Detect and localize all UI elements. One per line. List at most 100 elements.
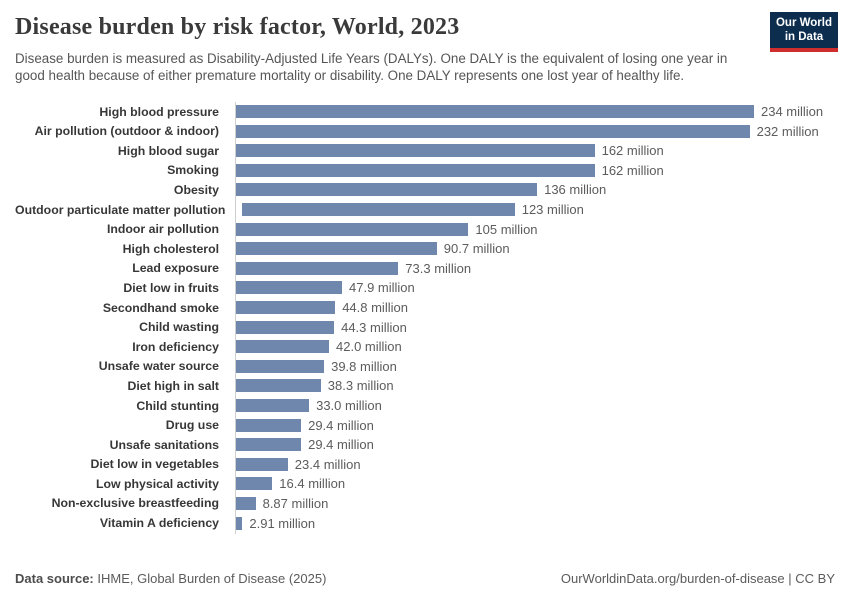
category-label[interactable]: Child wasting [139, 320, 219, 335]
chart-header: Disease burden by risk factor, World, 20… [0, 0, 850, 85]
bar-track: 162 million [236, 162, 835, 178]
category-label[interactable]: Diet low in fruits [123, 280, 219, 295]
value-label: 44.3 million [341, 319, 407, 335]
bar-track: 73.3 million [236, 261, 835, 276]
bar-row: Diet low in fruits 47.9 million [15, 278, 835, 298]
category-label[interactable]: Unsafe water source [98, 359, 219, 374]
bar-track: 33.0 million [236, 398, 835, 414]
category-label[interactable]: Lead exposure [132, 261, 219, 276]
bar-track: 90.7 million [236, 241, 835, 257]
value-label: 33.0 million [316, 398, 382, 414]
bar-track: 232 million [236, 123, 835, 139]
bar-row: Diet low in vegetables 23.4 million [15, 455, 835, 475]
bar-row: Vitamin A deficiency 2.91 million [15, 513, 835, 533]
bar[interactable] [236, 301, 336, 315]
category-label[interactable]: Obesity [173, 182, 219, 197]
chart-subtitle: Disease burden is measured as Disability… [15, 51, 728, 84]
category-label[interactable]: Outdoor particulate matter pollution [15, 202, 226, 217]
category-label[interactable]: Iron deficiency [132, 339, 219, 354]
bar-track: 234 million [236, 104, 835, 119]
bar-rows: High blood pressure 234 million Air pollut… [15, 102, 835, 533]
chart-footer: Data source: IHME, Global Burden of Dise… [15, 571, 835, 586]
category-label[interactable]: High cholesterol [122, 241, 219, 256]
bar-track: 29.4 million [236, 437, 835, 452]
bar-track: 39.8 million [236, 358, 835, 374]
category-label[interactable]: Air pollution (outdoor & indoor) [34, 124, 219, 139]
category-label[interactable]: Vitamin A deficiency [99, 516, 219, 531]
value-label: 162 million [601, 162, 664, 178]
category-label[interactable]: Non-exclusive breastfeeding [51, 496, 219, 511]
license-label: CC BY [795, 571, 835, 586]
bar-row: Low physical activity 16.4 million [15, 474, 835, 494]
bar-track: 123 million [242, 202, 835, 217]
footer-separator: | [784, 571, 796, 586]
bar-row: Child stunting 33.0 million [15, 396, 835, 416]
bar-row: Unsafe sanitations 29.4 million [15, 435, 835, 455]
category-label[interactable]: Low physical activity [95, 476, 219, 491]
value-label: 162 million [601, 143, 664, 159]
bar[interactable] [236, 163, 595, 177]
category-label[interactable]: Secondhand smoke [102, 300, 219, 315]
bar-row: Air pollution (outdoor & indoor) 232 mill… [15, 121, 835, 141]
value-label: 29.4 million [308, 417, 374, 433]
bar-track: 47.9 million [236, 280, 835, 296]
bar-track: 42.0 million [236, 339, 835, 354]
y-axis-line [235, 101, 236, 534]
category-label[interactable]: Unsafe sanitations [109, 437, 219, 452]
value-label: 90.7 million [443, 241, 510, 257]
category-label[interactable]: Diet high in salt [127, 378, 219, 393]
category-label[interactable]: High blood pressure [99, 104, 219, 119]
data-source-value: IHME, Global Burden of Disease (2025) [93, 571, 327, 586]
bar-track: 44.8 million [236, 300, 835, 315]
bar[interactable] [236, 144, 595, 158]
bar-row: Indoor air pollution 105 million [15, 219, 835, 239]
bar[interactable] [236, 399, 310, 413]
category-label[interactable]: Child stunting [136, 398, 219, 413]
bar[interactable] [236, 281, 342, 295]
value-label: 39.8 million [331, 358, 397, 374]
bar[interactable] [236, 261, 399, 275]
category-label[interactable]: Indoor air pollution [106, 222, 219, 237]
data-source: Data source: IHME, Global Burden of Dise… [15, 571, 326, 586]
category-label[interactable]: High blood sugar [117, 143, 219, 158]
bar-row: High blood pressure 234 million [15, 102, 835, 122]
bar-row: Iron deficiency 42.0 million [15, 337, 835, 357]
bar[interactable] [236, 438, 302, 452]
owid-url-link[interactable]: OurWorldinData.org/burden-of-disease [560, 571, 785, 586]
bar-row: Drug use 29.4 million [15, 415, 835, 435]
bar[interactable] [236, 477, 273, 491]
bar-row: Unsafe water source 39.8 million [15, 357, 835, 377]
bar[interactable] [236, 379, 321, 393]
bar[interactable] [236, 124, 750, 138]
value-label: 23.4 million [294, 456, 361, 472]
category-label[interactable]: Smoking [167, 163, 219, 178]
bar-track: 2.91 million [236, 516, 835, 531]
bar[interactable] [242, 203, 515, 217]
bar[interactable] [236, 496, 256, 510]
bar-row: Lead exposure 73.3 million [15, 259, 835, 279]
bar[interactable] [236, 105, 754, 119]
category-label[interactable]: Diet low in vegetables [90, 457, 219, 472]
bar[interactable] [236, 242, 437, 256]
value-label: 232 million [756, 123, 819, 139]
value-label: 47.9 million [349, 280, 415, 296]
bar[interactable] [236, 222, 469, 236]
bar[interactable] [236, 183, 538, 197]
bar[interactable] [236, 457, 288, 471]
bar-track: 16.4 million [236, 476, 835, 492]
value-label: 16.4 million [279, 476, 346, 492]
bar-row: Non-exclusive breastfeeding 8.87 million [15, 494, 835, 514]
value-label: 136 million [544, 182, 607, 198]
bar[interactable] [236, 418, 302, 432]
bar[interactable] [236, 359, 325, 373]
bar-track: 162 million [236, 143, 835, 159]
bar[interactable] [236, 320, 335, 334]
bar-row: Secondhand smoke 44.8 million [15, 298, 835, 318]
bar[interactable] [236, 340, 329, 354]
owid-logo-line2: in Data [784, 30, 824, 43]
owid-logo[interactable]: Our World in Data [770, 12, 838, 52]
category-label[interactable]: Drug use [165, 418, 219, 433]
bar-track: 29.4 million [236, 417, 835, 433]
bar[interactable] [236, 516, 243, 530]
